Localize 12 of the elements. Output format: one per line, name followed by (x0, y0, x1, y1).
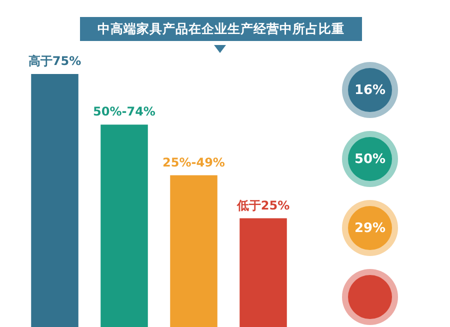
bar (170, 175, 218, 327)
bar (100, 124, 148, 327)
x-tick-label: 高于75% (28, 54, 82, 68)
x-tick-label: 低于25% (236, 198, 290, 212)
chart-title: 中高端家具产品在企业生产经营中所占比重 (80, 17, 362, 41)
bar (240, 218, 287, 327)
circle-badge: 16% (342, 62, 398, 118)
bar (31, 74, 78, 327)
circle-badge: 29% (342, 200, 398, 256)
x-tick-label: 25%-49% (162, 155, 225, 170)
circle-badge: 50% (342, 131, 398, 187)
x-tick-label: 50%-74% (93, 104, 156, 119)
